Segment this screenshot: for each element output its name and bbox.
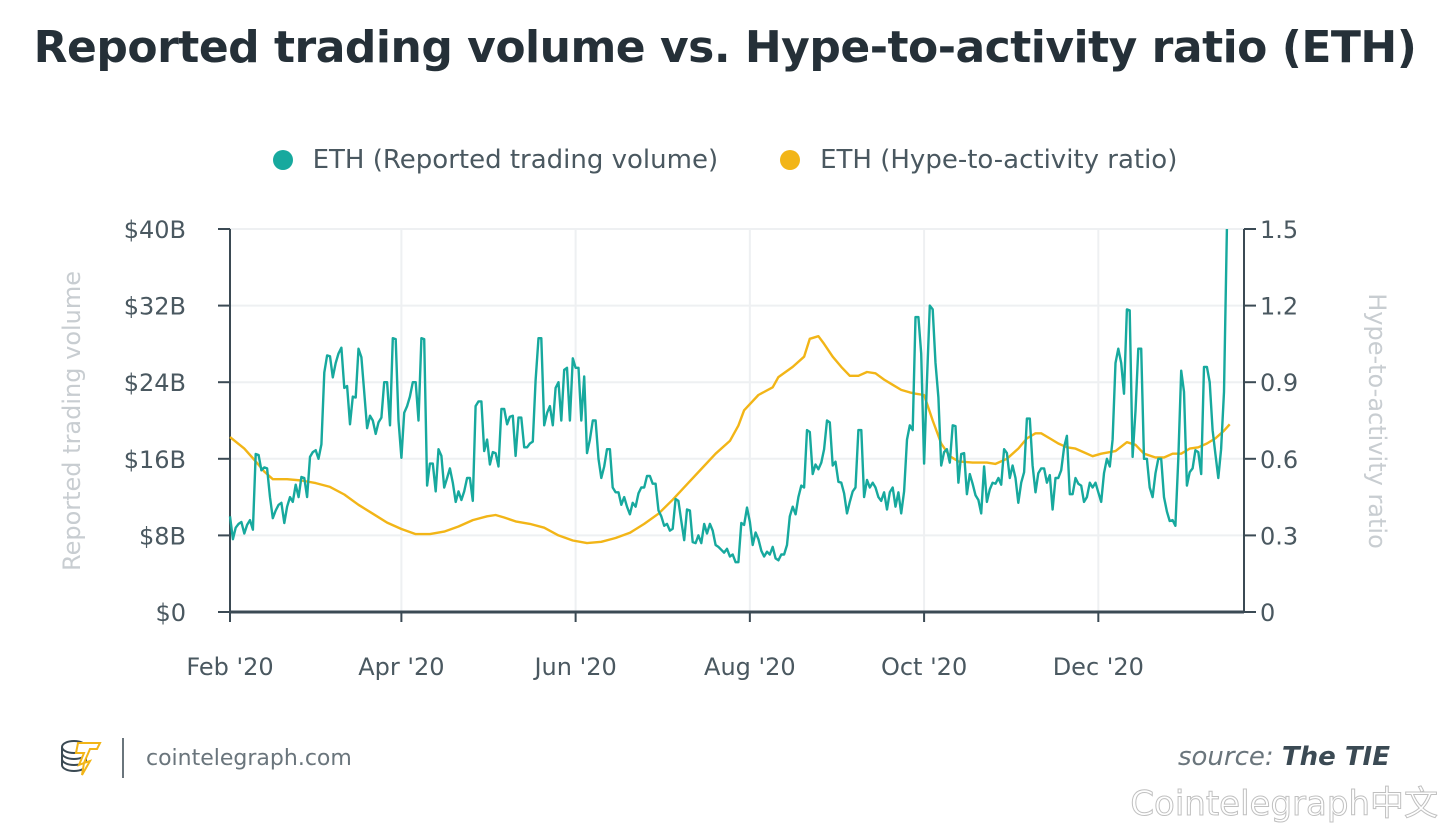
legend-item-volume[interactable]: ETH (Reported trading volume): [272, 145, 719, 175]
x-tick-label: Oct '20: [881, 653, 967, 681]
source-credit: source: The TIE: [1178, 742, 1390, 772]
y-left-tick-label: $24B: [124, 369, 186, 397]
y-left-tick-label: $32B: [124, 293, 186, 321]
source-prefix: source:: [1177, 742, 1274, 772]
y-right-axis-ticks: 0 0.3 0.6 0.9 1.2 1.5: [1244, 216, 1298, 627]
x-tick-label: Dec '20: [1053, 653, 1144, 681]
legend-dot-ratio-icon: [780, 150, 801, 170]
chart-area: Feb '20 Apr '20 Jun '20 Aug '20 Oct '20 Dec '…: [58, 216, 1391, 681]
y-right-tick-label: 1.2: [1260, 293, 1298, 321]
footer-brand: cointelegraph.com: [60, 737, 352, 779]
y-left-axis-title: Reported trading volume: [58, 271, 86, 571]
y-right-tick-label: 0.6: [1260, 446, 1298, 474]
source-name: The TIE: [1281, 742, 1390, 772]
y-left-tick-label: $40B: [124, 216, 186, 244]
cointelegraph-logo-icon: [61, 740, 102, 776]
x-tick-label: Apr '20: [358, 653, 444, 681]
watermark: Cointelegraph中文: [1130, 784, 1439, 825]
series-lines: [228, 228, 1231, 564]
legend-item-ratio[interactable]: ETH (Hype-to-activity ratio): [780, 145, 1177, 175]
y-left-axis-ticks: $0 $8B $16B $24B $32B $40B: [124, 216, 230, 627]
y-right-axis-title: Hype-to-activity ratio: [1363, 293, 1391, 549]
series-line-ratio: [229, 335, 1231, 545]
y-right-tick-label: 0.9: [1260, 369, 1298, 397]
axes: [229, 229, 1245, 614]
y-right-tick-label: 0: [1260, 599, 1275, 627]
legend-label-volume: ETH (Reported trading volume): [312, 145, 719, 175]
x-tick-label: Feb '20: [186, 653, 273, 681]
footer-site-link[interactable]: cointelegraph.com: [146, 745, 352, 771]
y-left-tick-label: $0: [155, 599, 186, 627]
footer-separator: [122, 738, 124, 778]
grid-lines: [230, 228, 1244, 612]
series-line-volume: [228, 228, 1229, 564]
x-tick-label: Aug '20: [704, 653, 796, 681]
x-axis-ticks: Feb '20 Apr '20 Jun '20 Aug '20 Oct '20 Dec '…: [186, 612, 1144, 681]
y-left-tick-label: $8B: [139, 522, 186, 550]
legend: ETH (Reported trading volume) ETH (Hype-…: [0, 145, 1450, 175]
y-left-tick-label: $16B: [124, 446, 186, 474]
legend-dot-volume-icon: [272, 150, 293, 170]
chart-title: Reported trading volume vs. Hype-to-acti…: [33, 22, 1417, 73]
legend-label-ratio: ETH (Hype-to-activity ratio): [820, 145, 1178, 175]
x-tick-label: Jun '20: [532, 653, 616, 681]
y-right-tick-label: 0.3: [1260, 522, 1298, 550]
y-right-tick-label: 1.5: [1260, 216, 1298, 244]
